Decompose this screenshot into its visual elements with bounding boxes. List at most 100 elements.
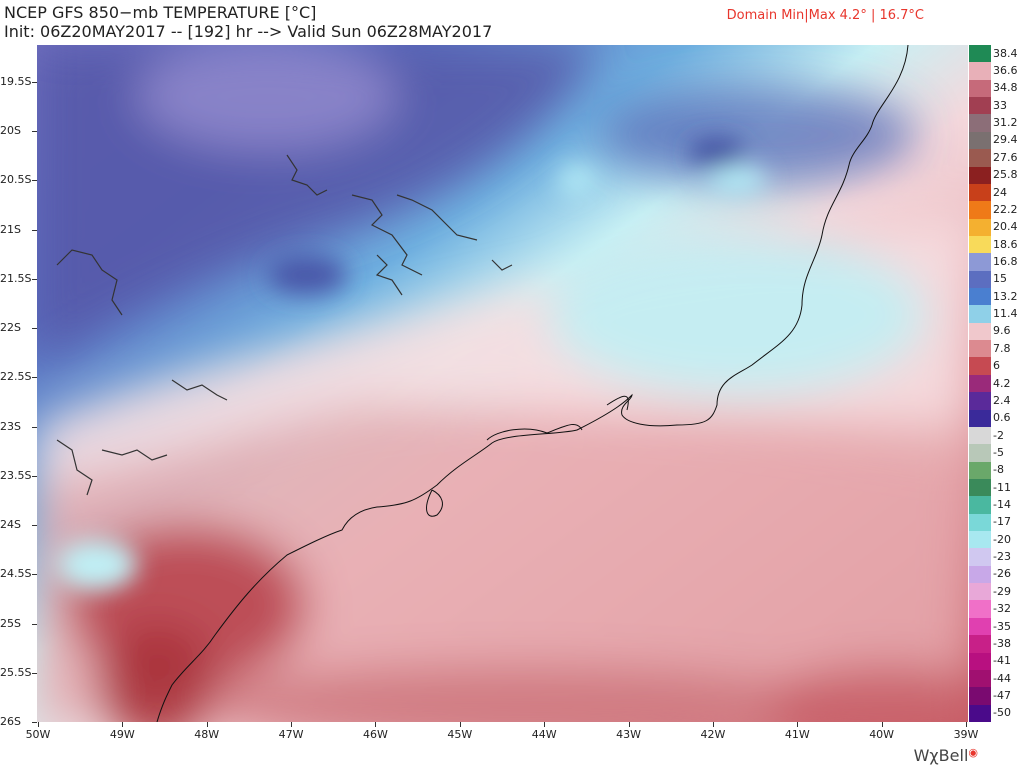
colorbar-label: 27.6 — [993, 150, 1018, 164]
longitude-label: 39W — [953, 728, 979, 741]
temperature-map[interactable] — [37, 45, 968, 722]
latitude-tick — [32, 672, 37, 674]
latitude-label: 25S — [0, 616, 21, 630]
brand-text: WχBell — [913, 746, 969, 765]
longitude-label: 44W — [531, 728, 557, 741]
colorbar-label: 2.4 — [993, 393, 1011, 407]
longitude-tick — [628, 722, 630, 727]
colorbar-label: 9.6 — [993, 324, 1011, 338]
colorbar-label: -20 — [993, 532, 1011, 546]
longitude-label: 42W — [700, 728, 726, 741]
longitude-tick — [881, 722, 883, 727]
latitude-tick — [32, 328, 37, 330]
latitude-label: 26S — [0, 715, 21, 728]
colorbar-segment — [969, 270, 991, 289]
longitude-label: 49W — [109, 728, 135, 741]
latitude-tick — [32, 426, 37, 428]
temperature-field — [37, 45, 968, 722]
longitude-label: 47W — [278, 728, 304, 741]
colorbar-segment — [969, 131, 991, 150]
colorbar-label: 31.2 — [993, 116, 1018, 130]
colorbar-segment — [969, 218, 991, 237]
colorbar-label: -44 — [993, 671, 1011, 685]
longitude-tick — [38, 722, 39, 727]
colorbar-segment — [969, 114, 991, 133]
latitude-label: 19.5S — [0, 75, 32, 88]
colorbar-segment — [969, 496, 991, 515]
logo-dot-icon: ◉ — [968, 746, 978, 759]
colorbar-segment — [969, 652, 991, 671]
longitude-tick — [966, 722, 967, 727]
latitude-tick — [32, 475, 37, 477]
longitude-tick — [712, 722, 714, 727]
colorbar-segment — [969, 253, 991, 272]
colorbar-segment — [969, 704, 991, 723]
colorbar-label: 22.2 — [993, 202, 1018, 216]
colorbar-label: -32 — [993, 602, 1011, 616]
latitude-tick — [32, 278, 37, 280]
colorbar-segment — [969, 166, 991, 185]
colorbar-label: -14 — [993, 498, 1011, 511]
colorbar-label: 7.8 — [993, 341, 1011, 355]
latitude-label: 22.5S — [0, 370, 32, 384]
colorbar-segment — [969, 583, 991, 601]
colorbar-label: -2 — [993, 428, 1004, 442]
temperature-colorbar — [969, 45, 991, 723]
latitude-label: 22S — [0, 321, 21, 335]
longitude-tick — [122, 722, 124, 727]
colorbar-label: -5 — [993, 445, 1004, 459]
colorbar-segment — [969, 183, 991, 202]
colorbar-label: -26 — [993, 567, 1011, 581]
colorbar-segment — [969, 392, 991, 411]
colorbar-label: -29 — [993, 584, 1011, 598]
latitude-label: 20S — [0, 124, 21, 138]
latitude-label: 23.5S — [0, 468, 32, 482]
colorbar-segment — [969, 201, 991, 220]
colorbar-segment — [969, 409, 991, 428]
colorbar-label: -23 — [993, 550, 1011, 564]
latitude-tick — [32, 229, 37, 231]
latitude-tick — [32, 623, 37, 625]
colorbar-label: -17 — [993, 515, 1011, 529]
longitude-label: 45W — [447, 728, 473, 741]
colorbar-segment — [969, 62, 991, 81]
colorbar-label: 24 — [993, 185, 1007, 199]
colorbar-segment — [969, 461, 991, 480]
colorbar-label: 38.4 — [993, 46, 1018, 60]
colorbar-label: 36.6 — [993, 64, 1018, 78]
colorbar-label: 18.6 — [993, 237, 1018, 251]
longitude-label: 46W — [363, 728, 388, 741]
colorbar-segment — [969, 45, 991, 63]
colorbar-label: 13.2 — [993, 289, 1018, 303]
latitude-tick — [32, 377, 37, 379]
colorbar-label: -35 — [993, 619, 1011, 633]
latitude-tick — [32, 82, 37, 83]
colorbar-segment — [969, 565, 991, 584]
longitude-tick — [459, 722, 461, 727]
colorbar-segment — [969, 531, 991, 549]
latitude-tick — [32, 722, 37, 723]
latitude-label: 23S — [0, 419, 21, 433]
coastline — [156, 45, 909, 722]
colorbar-label: 25.8 — [993, 168, 1018, 182]
latitude-label: 24.5S — [0, 567, 32, 581]
colorbar-segment — [969, 635, 991, 654]
latitude-label: 24S — [0, 518, 21, 532]
colorbar-segment — [969, 687, 991, 706]
longitude-tick — [291, 722, 293, 727]
colorbar-segment — [969, 617, 991, 636]
colorbar-label: -11 — [993, 480, 1011, 494]
colorbar-segment — [969, 149, 991, 167]
domain-min-max: Domain Min|Max 4.2° | 16.7°C — [726, 8, 924, 23]
colorbar-label: -38 — [993, 636, 1011, 650]
longitude-label: 43W — [616, 728, 641, 741]
colorbar-label: -47 — [993, 688, 1011, 702]
colorbar-segment — [969, 288, 991, 306]
latitude-tick — [32, 180, 37, 182]
colorbar-segment — [969, 600, 991, 619]
latitude-tick — [32, 131, 37, 133]
longitude-tick — [544, 722, 546, 727]
colorbar-segment — [969, 444, 991, 463]
latitude-label: 25.5S — [0, 665, 32, 679]
colorbar-segment — [969, 426, 991, 445]
